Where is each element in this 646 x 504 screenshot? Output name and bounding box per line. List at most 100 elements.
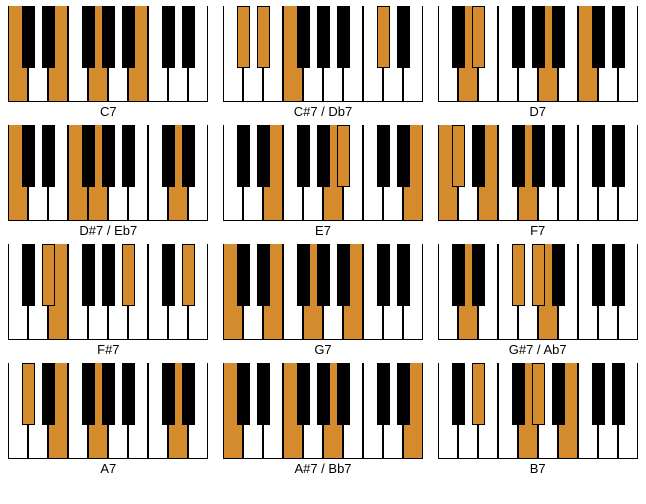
black-key — [317, 244, 330, 306]
chord-label: B7 — [530, 461, 546, 476]
chord-cell: C7 — [6, 6, 211, 119]
black-key — [397, 363, 410, 425]
black-key — [337, 125, 350, 187]
chord-label: G7 — [314, 342, 331, 357]
black-key — [102, 125, 115, 187]
black-key — [532, 6, 545, 68]
black-key — [257, 363, 270, 425]
keyboard — [438, 363, 638, 459]
black-key — [42, 125, 55, 187]
black-key — [102, 244, 115, 306]
chord-label: F7 — [530, 223, 545, 238]
keyboard — [438, 125, 638, 221]
black-key — [82, 6, 95, 68]
black-key — [512, 244, 525, 306]
black-key — [397, 244, 410, 306]
black-key — [552, 363, 565, 425]
black-key — [592, 244, 605, 306]
black-key — [42, 244, 55, 306]
black-key — [82, 125, 95, 187]
black-key — [182, 6, 195, 68]
keyboard — [438, 244, 638, 340]
black-key — [162, 125, 175, 187]
black-key — [22, 6, 35, 68]
keyboard — [223, 244, 423, 340]
black-key — [182, 125, 195, 187]
keyboard — [8, 244, 208, 340]
black-key — [102, 6, 115, 68]
keyboard — [8, 125, 208, 221]
black-key — [452, 244, 465, 306]
black-key — [552, 244, 565, 306]
black-key — [472, 244, 485, 306]
black-key — [297, 363, 310, 425]
chord-cell: D#7 / Eb7 — [6, 125, 211, 238]
black-key — [337, 244, 350, 306]
black-key — [592, 363, 605, 425]
chord-cell: A7 — [6, 363, 211, 476]
black-key — [612, 363, 625, 425]
black-key — [472, 6, 485, 68]
keyboard — [8, 363, 208, 459]
black-key — [237, 125, 250, 187]
black-key — [182, 244, 195, 306]
chord-cell: A#7 / Bb7 — [221, 363, 426, 476]
black-key — [257, 125, 270, 187]
black-key — [452, 125, 465, 187]
chord-label: D7 — [529, 104, 546, 119]
black-key — [532, 125, 545, 187]
black-key — [237, 363, 250, 425]
black-key — [552, 125, 565, 187]
black-key — [377, 125, 390, 187]
chord-label: C#7 / Db7 — [294, 104, 353, 119]
black-key — [102, 363, 115, 425]
chord-cell: F#7 — [6, 244, 211, 357]
black-key — [472, 363, 485, 425]
black-key — [512, 6, 525, 68]
black-key — [397, 6, 410, 68]
black-key — [532, 244, 545, 306]
black-key — [337, 363, 350, 425]
black-key — [297, 125, 310, 187]
black-key — [162, 363, 175, 425]
chord-cell: C#7 / Db7 — [221, 6, 426, 119]
black-key — [512, 363, 525, 425]
black-key — [452, 6, 465, 68]
black-key — [82, 363, 95, 425]
black-key — [257, 244, 270, 306]
black-key — [532, 363, 545, 425]
black-key — [162, 6, 175, 68]
chord-label: F#7 — [97, 342, 119, 357]
black-key — [237, 6, 250, 68]
keyboard — [223, 363, 423, 459]
keyboard — [8, 6, 208, 102]
black-key — [82, 244, 95, 306]
black-key — [317, 6, 330, 68]
chord-label: A#7 / Bb7 — [294, 461, 351, 476]
keyboard — [223, 6, 423, 102]
black-key — [592, 6, 605, 68]
chord-label: D#7 / Eb7 — [79, 223, 137, 238]
black-key — [337, 6, 350, 68]
black-key — [377, 6, 390, 68]
black-key — [612, 6, 625, 68]
chord-grid: C7 C#7 / Db7 D7 D#7 / Eb7 E7 F7 F#7 G7 G#7 / Ab7… — [6, 6, 640, 476]
black-key — [297, 244, 310, 306]
black-key — [122, 125, 135, 187]
keyboard — [223, 125, 423, 221]
black-key — [237, 244, 250, 306]
black-key — [257, 6, 270, 68]
black-key — [317, 125, 330, 187]
black-key — [42, 363, 55, 425]
black-key — [317, 363, 330, 425]
black-key — [297, 6, 310, 68]
black-key — [397, 125, 410, 187]
black-key — [22, 244, 35, 306]
chord-label: A7 — [100, 461, 116, 476]
black-key — [592, 125, 605, 187]
chord-cell: G#7 / Ab7 — [435, 244, 640, 357]
chord-cell: E7 — [221, 125, 426, 238]
black-key — [472, 125, 485, 187]
black-key — [182, 363, 195, 425]
chord-cell: B7 — [435, 363, 640, 476]
